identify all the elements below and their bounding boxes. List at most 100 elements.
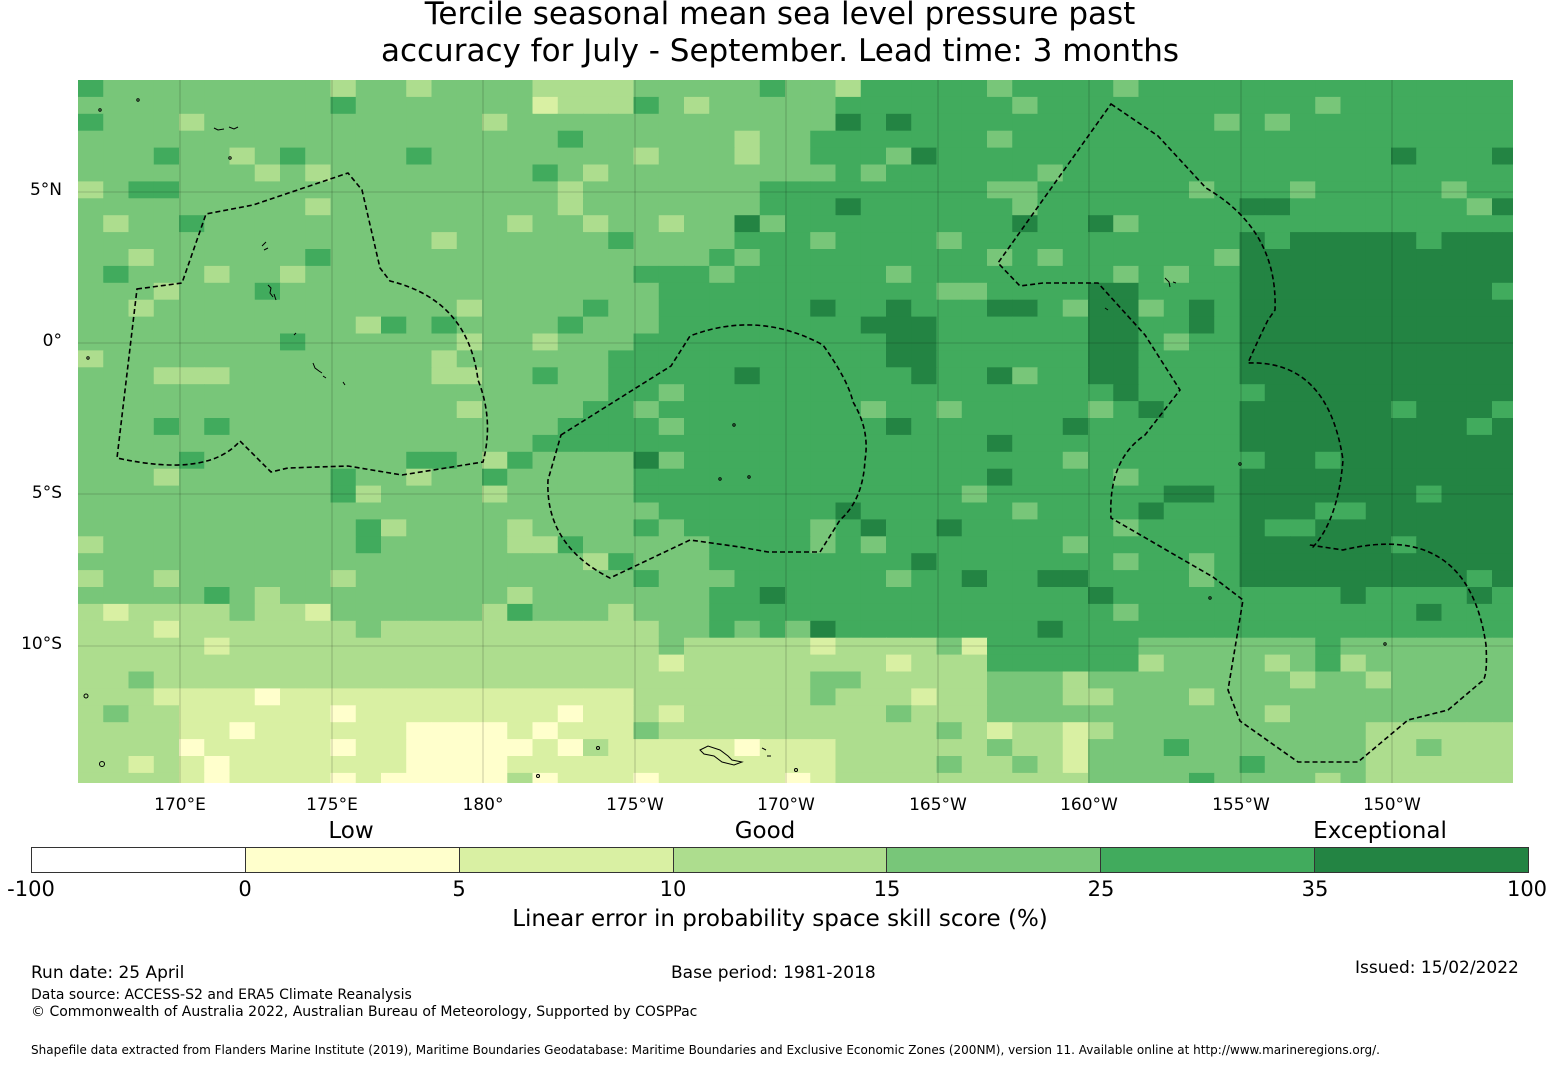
skill-grid-cell	[1492, 198, 1513, 216]
skill-grid-cell	[204, 603, 231, 622]
skill-grid-cell	[1113, 671, 1140, 689]
skill-grid-cell	[835, 80, 862, 98]
skill-grid-cell	[1441, 722, 1468, 740]
skill-grid-cell	[860, 587, 887, 605]
skill-grid-cell	[1492, 418, 1513, 436]
skill-grid-cell	[1239, 215, 1266, 233]
skill-grid-cell	[1163, 654, 1190, 673]
skill-grid-cell	[1391, 536, 1417, 554]
skill-grid-cell	[810, 772, 837, 783]
skill-grid-cell	[759, 671, 786, 689]
skill-grid-cell	[1290, 756, 1316, 774]
skill-grid-cell	[658, 181, 685, 199]
skill-grid-cell	[1138, 756, 1165, 774]
skill-grid-cell	[709, 367, 736, 385]
skill-grid-cell	[532, 536, 559, 554]
skill-grid-cell	[1189, 367, 1215, 385]
skill-grid-cell	[1214, 249, 1241, 267]
skill-grid-cell	[684, 113, 710, 132]
skill-grid-cell	[1138, 181, 1165, 199]
skill-grid-cell	[507, 249, 534, 267]
skill-grid-cell	[482, 265, 508, 284]
skill-grid-cell	[1163, 756, 1190, 774]
skill-grid-cell	[1088, 553, 1114, 571]
skill-grid-cell	[229, 401, 256, 419]
skill-grid-cell	[1492, 485, 1513, 504]
skill-grid-cell	[987, 249, 1013, 267]
skill-grid-cell	[78, 603, 104, 622]
skill-grid-cell	[886, 80, 912, 98]
skill-grid-cell	[1315, 705, 1342, 723]
skill-grid-cell	[810, 147, 837, 166]
skill-grid-cell	[684, 671, 710, 689]
skill-grid-cell	[785, 96, 811, 115]
skill-grid-cell	[1088, 316, 1114, 335]
skill-grid-cell	[684, 232, 710, 250]
skill-grid-cell	[936, 654, 963, 673]
skill-grid-cell	[1441, 485, 1468, 504]
skill-grid-cell	[1340, 519, 1367, 537]
skill-grid-cell	[1088, 147, 1114, 166]
skill-grid-cell	[1416, 756, 1443, 774]
skill-grid-cell	[381, 620, 407, 639]
skill-grid-cell	[1365, 451, 1392, 470]
skill-grid-cell	[936, 198, 963, 216]
skill-grid-cell	[709, 249, 736, 267]
skill-grid-cell	[1416, 603, 1443, 622]
skill-grid-cell	[406, 705, 433, 723]
skill-grid-cell	[128, 215, 155, 233]
skill-score-map	[78, 80, 1513, 783]
skill-grid-cell	[254, 654, 281, 673]
skill-grid-cell	[911, 519, 938, 537]
skill-grid-cell	[734, 722, 761, 740]
skill-grid-cell	[1037, 536, 1064, 554]
skill-grid-cell	[381, 198, 407, 216]
skill-grid-cell	[886, 722, 912, 740]
skill-grid-cell	[810, 688, 837, 706]
skill-grid-cell	[280, 485, 306, 504]
skill-grid-cell	[1163, 705, 1190, 723]
skill-grid-cell	[1340, 654, 1367, 673]
skill-grid-cell	[1365, 80, 1392, 98]
skill-grid-cell	[254, 232, 281, 250]
skill-grid-cell	[1391, 570, 1417, 588]
skill-grid-cell	[179, 688, 205, 706]
skill-grid-cell	[1214, 756, 1241, 774]
skill-grid-cell	[860, 215, 887, 233]
skill-grid-cell	[1163, 282, 1190, 301]
lon-label-160w: 160°W	[1060, 795, 1118, 815]
skill-grid-cell	[835, 232, 862, 250]
skill-grid-cell	[431, 705, 458, 723]
skill-grid-cell	[961, 113, 988, 132]
skill-grid-cell	[658, 756, 685, 774]
skill-grid-cell	[936, 282, 963, 301]
skill-grid-cell	[179, 553, 205, 571]
skill-grid-cell	[583, 401, 609, 419]
skill-grid-cell	[103, 536, 130, 554]
skill-grid-cell	[1163, 468, 1190, 487]
skill-grid-cell	[1365, 654, 1392, 673]
skill-grid-cell	[103, 181, 130, 199]
skill-grid-cell	[1062, 671, 1089, 689]
skill-grid-cell	[684, 249, 710, 267]
skill-grid-cell	[911, 96, 938, 115]
skill-grid-cell	[305, 722, 332, 740]
skill-grid-cell	[608, 113, 635, 132]
skill-grid-cell	[785, 688, 811, 706]
skill-grid-cell	[406, 519, 433, 537]
skill-grid-cell	[759, 451, 786, 470]
skill-grid-cell	[709, 722, 736, 740]
skill-grid-cell	[987, 434, 1013, 453]
skill-grid-cell	[860, 637, 887, 656]
skill-grid-cell	[709, 485, 736, 504]
skill-grid-cell	[103, 485, 130, 504]
skill-grid-cell	[1138, 333, 1165, 351]
skill-grid-cell	[1290, 265, 1316, 284]
skill-grid-cell	[1416, 265, 1443, 284]
skill-grid-cell	[179, 299, 205, 318]
skill-grid-cell	[1315, 249, 1342, 267]
map-title: Tercile seasonal mean sea level pressure…	[0, 0, 1560, 70]
skill-grid-cell	[911, 570, 938, 588]
skill-grid-cell	[1365, 299, 1392, 318]
skill-grid-cell	[1416, 434, 1443, 453]
